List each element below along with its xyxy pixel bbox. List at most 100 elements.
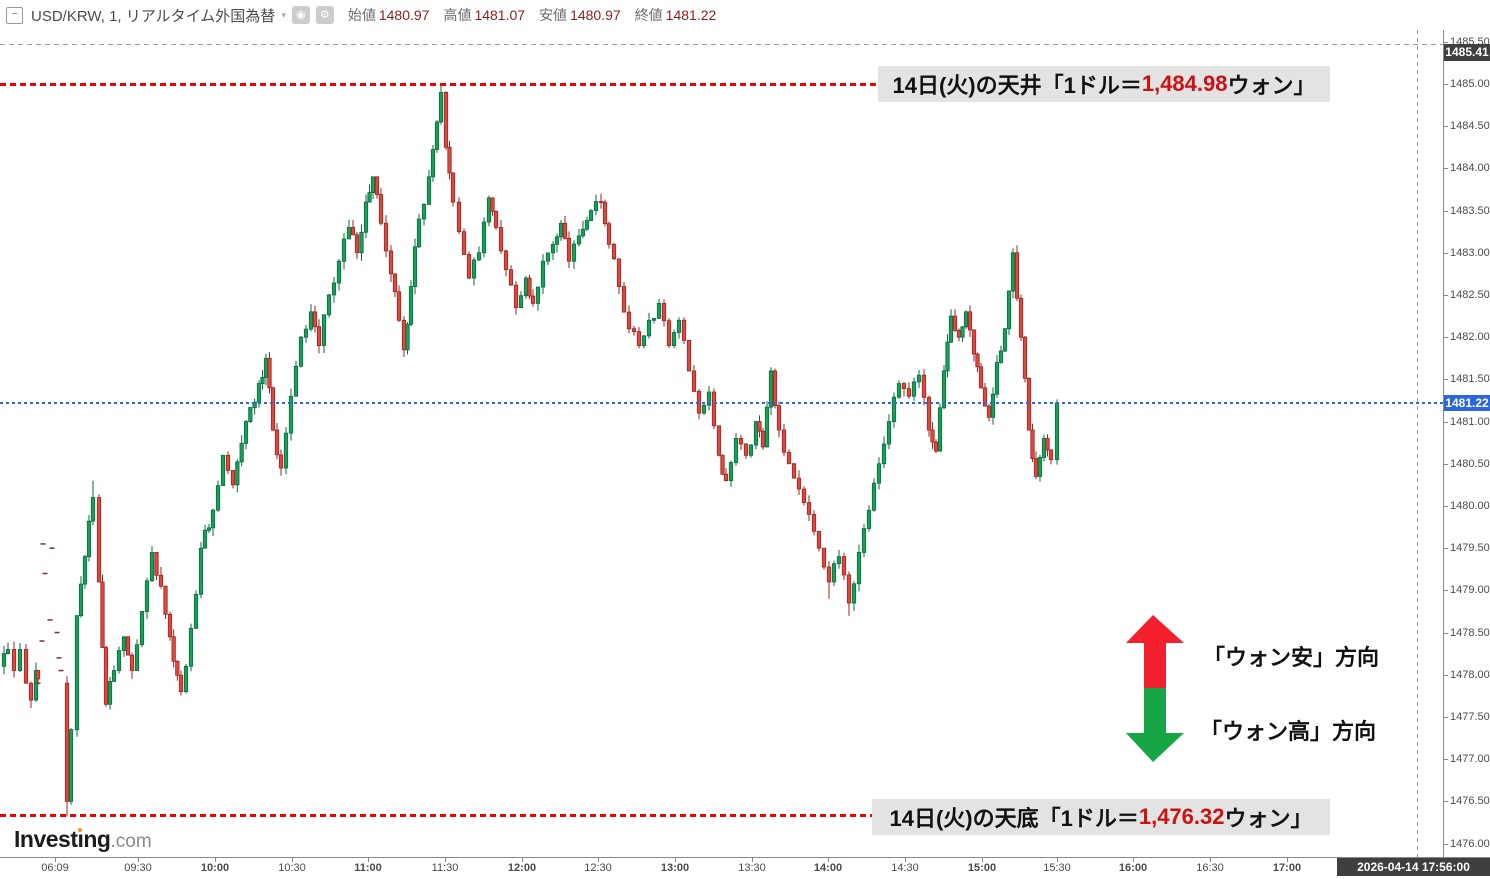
won-direction-arrow [1126, 615, 1184, 762]
time-tick [1133, 858, 1134, 862]
time-tick [675, 858, 676, 862]
time-axis-label: 16:30 [1196, 862, 1224, 874]
price-axis-label: 1482.00 [1450, 331, 1490, 344]
price-tick [1444, 379, 1448, 381]
time-tick [1057, 858, 1058, 862]
price-tick [1444, 252, 1448, 254]
price-tick [1444, 801, 1448, 803]
snapshot-icon[interactable]: ◉ [291, 6, 310, 24]
price-axis-label: 1484.00 [1450, 162, 1490, 175]
time-tick [215, 858, 216, 862]
time-tick [982, 858, 983, 862]
settings-gear-icon[interactable]: ⚙ [315, 6, 334, 24]
time-axis-label: 09:30 [124, 862, 152, 874]
price-tick [1444, 505, 1448, 507]
price-axis-label: 1480.50 [1450, 457, 1490, 470]
annotation-value: 1,484.98 [1141, 71, 1228, 96]
time-tick [55, 858, 56, 862]
time-axis[interactable]: 06:09 09:30 10:00 10:30 11:00 11:30 12:00 12:30… [0, 857, 1490, 879]
time-tick [138, 858, 139, 862]
price-tick [1444, 716, 1448, 718]
crosshair-vertical-line [1417, 30, 1418, 857]
time-tick [522, 858, 523, 862]
arrow-down-green [1126, 688, 1184, 762]
price-axis-label: 1484.50 [1450, 120, 1490, 133]
close-value: 終値 1481.22 [634, 7, 717, 23]
time-tick [292, 858, 293, 862]
crosshair-horizontal-line [0, 44, 1443, 45]
price-tick [1444, 168, 1448, 170]
price-tick [1444, 759, 1448, 761]
price-axis-label: 1478.00 [1450, 668, 1490, 681]
time-tick [598, 858, 599, 862]
annotation-text: 14日(火)の天井「1ドル＝ [892, 73, 1142, 98]
won-weak-direction-label: 「ウォン安」方向 [1203, 645, 1380, 670]
time-axis-label: 13:00 [660, 862, 690, 874]
arrow-up-red [1126, 615, 1184, 688]
price-axis-label: 1477.00 [1450, 753, 1490, 766]
time-axis-label: 10:30 [278, 862, 306, 874]
annotation-value: 1,476.32 [1138, 804, 1225, 829]
price-tick [1444, 674, 1448, 676]
price-axis-label: 1482.50 [1450, 288, 1490, 301]
session-high-annotation: 14日(火)の天井「1ドル＝ 1,484.98 ウォン」 [878, 66, 1330, 102]
time-axis-label: 15:30 [1043, 862, 1071, 874]
time-tick [905, 858, 906, 862]
price-tick [1444, 337, 1448, 339]
symbol-title[interactable]: USD/KRW, 1, リアルタイム外国為替 [31, 7, 276, 25]
time-axis-label: 14:00 [813, 862, 843, 874]
price-axis-label: 1479.50 [1450, 542, 1490, 555]
time-axis-label: 11:30 [431, 862, 459, 874]
price-axis-label: 1476.00 [1450, 837, 1490, 850]
session-high-line [0, 83, 878, 86]
collapse-panel-icon[interactable]: − [6, 6, 23, 24]
session-low-line [0, 814, 872, 817]
price-axis-label: 1478.50 [1450, 626, 1490, 639]
won-strong-direction-label: 「ウォン高」方向 [1200, 719, 1377, 744]
price-axis[interactable]: 1485.50 1485.00 1484.50 1484.00 1483.50 1483.… [1443, 30, 1490, 857]
price-tick [1444, 843, 1448, 845]
crosshair-time-flag: 2026-04-14 17:56:00 [1337, 858, 1490, 876]
price-axis-label: 1483.00 [1450, 246, 1490, 259]
price-tick [1444, 463, 1448, 465]
annotation-text: ウォン」 [1224, 806, 1313, 831]
price-tick [1444, 294, 1448, 296]
low-value: 安値 1480.97 [539, 7, 621, 23]
time-tick [752, 858, 753, 862]
price-tick [1444, 590, 1448, 592]
time-tick [828, 858, 829, 862]
time-axis-label: 13:30 [738, 862, 766, 874]
open-value: 始値 1480.97 [347, 7, 430, 23]
chevron-down-icon[interactable]: ▾ [281, 9, 286, 20]
time-axis-label: 11:00 [354, 862, 382, 874]
price-tick [1444, 548, 1448, 550]
candles-svg [1, 84, 1060, 817]
crosshair-price-flag: 1485.41 [1444, 44, 1490, 61]
time-axis-label: 14:30 [891, 862, 919, 874]
time-axis-label: 06:09 [41, 862, 69, 874]
time-axis-label: 10:00 [200, 862, 230, 874]
session-low-annotation: 14日(火)の天底「1ドル＝ 1,476.32 ウォン」 [872, 799, 1330, 835]
price-axis-label: 1481.50 [1450, 373, 1490, 386]
annotation-text: 14日(火)の天底「1ドル＝ [889, 806, 1139, 831]
price-tick [1444, 41, 1448, 43]
current-price-line [0, 402, 1443, 404]
time-tick [368, 858, 369, 862]
candlestick-plot-area[interactable]: 14日(火)の天井「1ドル＝ 1,484.98 ウォン」 14日(火)の天底「1ドル… [0, 30, 1443, 857]
time-tick [1210, 858, 1211, 862]
annotation-text: ウォン」 [1227, 73, 1316, 98]
current-price-flag: 1481.22 [1444, 395, 1490, 411]
price-tick [1444, 632, 1448, 634]
time-axis-label: 12:30 [584, 862, 612, 874]
price-tick [1444, 126, 1448, 128]
price-tick [1444, 421, 1448, 423]
time-tick [445, 858, 446, 862]
price-axis-label: 1479.00 [1450, 584, 1490, 597]
time-axis-label: 17:00 [1272, 862, 1302, 874]
price-axis-label: 1483.50 [1450, 204, 1490, 217]
time-tick [1287, 858, 1288, 862]
price-axis-label: 1480.00 [1450, 499, 1490, 512]
time-axis-label: 15:00 [967, 862, 997, 874]
investing-logo: Investıng.com [14, 826, 152, 852]
